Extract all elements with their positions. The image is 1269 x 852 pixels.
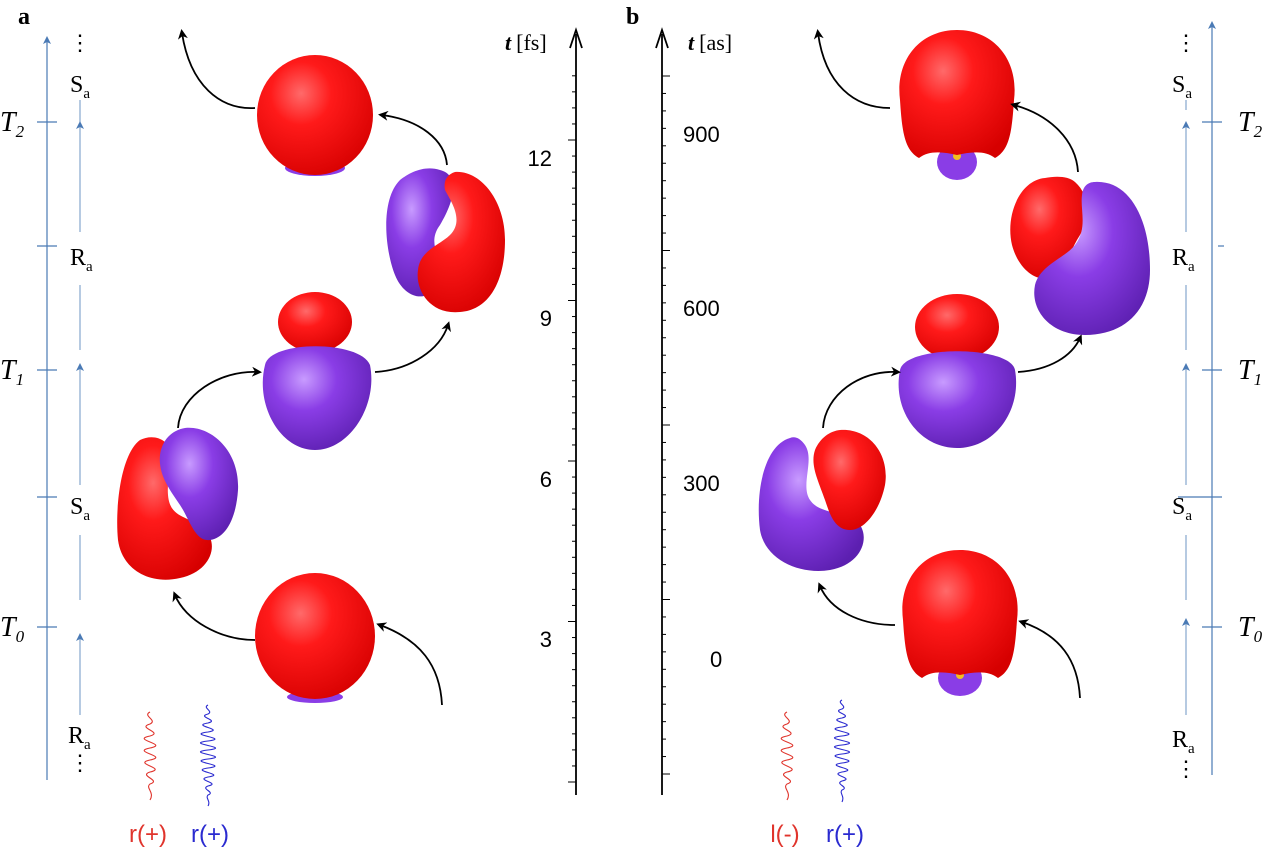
orbital-middle-a	[262, 292, 372, 450]
tick-label-as: 900	[683, 122, 720, 147]
pulse-red-a	[143, 711, 157, 801]
pulse-red-b	[780, 711, 794, 801]
tick-label-fs: 12	[528, 146, 552, 171]
state-label-a: Ra	[68, 723, 91, 753]
pulse-label-blue-a: r(+)	[191, 821, 229, 848]
time-axis-as	[655, 27, 670, 795]
evolution-arrows-b	[813, 29, 1083, 699]
tick-label-as: 300	[683, 471, 720, 496]
pulse-blue-b	[834, 699, 850, 803]
orbital-twisted-lower-b	[758, 429, 886, 571]
panel-a-letter: a	[18, 4, 30, 30]
state-label-b: Ra	[1172, 727, 1195, 757]
period-label-b: T0	[1238, 612, 1263, 646]
state-label-b: Ra	[1172, 245, 1195, 275]
orbital-twisted-upper-b	[1010, 176, 1150, 335]
state-label-a: Sa	[70, 72, 90, 102]
tick-label-fs: 9	[540, 306, 552, 331]
state-dots-top-a: ⋮	[69, 30, 91, 55]
state-dots-top-b: ⋮	[1175, 30, 1197, 55]
time-axis-fs	[568, 27, 583, 795]
orbital-top-a	[257, 55, 373, 176]
pulse-label-red-b: l(-)	[770, 821, 799, 848]
period-label-a: T2	[0, 107, 25, 141]
orbital-twisted-lower-a	[117, 427, 239, 580]
orbital-bottom-a	[255, 573, 375, 703]
panel-a: a ⋮ Sa Ra Sa Ra ⋮ T2 T1 T0	[0, 4, 583, 848]
pulse-label-blue-b: r(+)	[826, 821, 864, 848]
panel-b: b t [as] 900 600 300 0	[626, 4, 1263, 848]
state-label-a: Sa	[70, 494, 90, 524]
period-label-b: T2	[1238, 107, 1263, 141]
tick-label-as: 600	[683, 296, 720, 321]
pulse-blue-a	[200, 704, 216, 807]
state-dots-bottom-b: ⋮	[1175, 756, 1197, 781]
state-label-b: Sa	[1172, 494, 1192, 524]
period-label-b: T1	[1238, 355, 1262, 389]
orbital-twisted-upper-a	[386, 168, 505, 313]
period-label-a: T1	[0, 355, 24, 389]
tick-label-as: 0	[710, 647, 722, 672]
pulse-label-red-a: r(+)	[129, 821, 167, 848]
tick-label-fs: 6	[540, 467, 552, 492]
orbital-bottom-b	[902, 550, 1018, 696]
tick-label-fs: 3	[540, 627, 552, 652]
state-dots-bottom-a: ⋮	[69, 750, 91, 775]
orbital-top-b	[899, 30, 1015, 180]
state-label-a: Ra	[70, 245, 93, 275]
panel-b-letter: b	[626, 4, 639, 30]
panel-b-state-axis	[1178, 21, 1224, 775]
period-label-a: T0	[0, 612, 25, 646]
panel-a-state-axis	[37, 36, 84, 780]
orbital-middle-b	[898, 294, 1017, 448]
time-axis-as-label: t [as]	[688, 30, 732, 55]
time-axis-fs-label: t [fs]	[505, 30, 547, 55]
evolution-arrows-a	[172, 29, 451, 706]
state-label-b: Sa	[1172, 72, 1192, 102]
